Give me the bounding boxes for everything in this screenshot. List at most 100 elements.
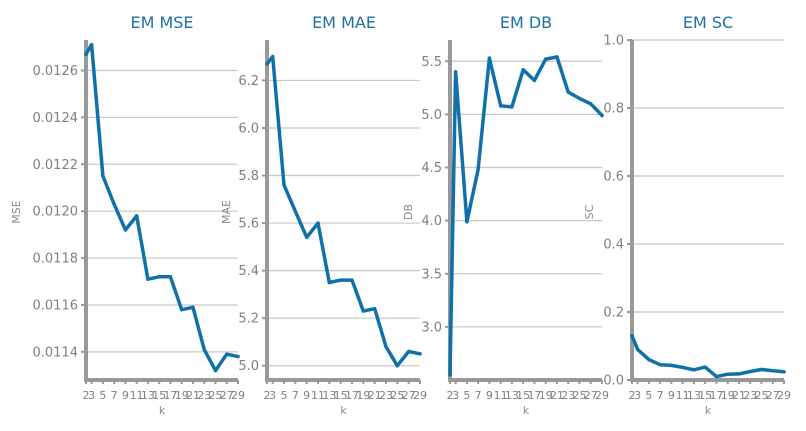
- data-point: [465, 219, 469, 224]
- y-tick-label: 4.5: [421, 161, 442, 176]
- data-point: [635, 347, 640, 352]
- data-point: [406, 349, 411, 354]
- x-tick-label: 23: [743, 389, 757, 402]
- data-point: [544, 57, 548, 61]
- x-tick-label: 5: [463, 389, 470, 402]
- x-tick-label: 15: [334, 389, 348, 402]
- data-point: [236, 354, 240, 359]
- data-point: [157, 275, 161, 279]
- y-tick-label: 0.0124: [33, 111, 79, 126]
- x-tick-label: 21: [732, 389, 746, 402]
- data-point: [555, 55, 559, 59]
- data-point: [703, 365, 707, 369]
- data-point: [293, 209, 298, 213]
- x-tick-label: 23: [379, 389, 393, 402]
- x-tick-label: 17: [527, 389, 541, 402]
- data-points: [630, 334, 786, 379]
- data-point: [589, 102, 593, 106]
- panel-em-mse: EM MSE k MSE 0.01140.01160.01180.01200.0…: [10, 13, 245, 417]
- data-point: [213, 368, 218, 373]
- x-tick-label: 9: [668, 389, 675, 402]
- y-tick-label: 5.0: [421, 108, 442, 123]
- y-tick-label: 5.2: [238, 312, 259, 327]
- data-point: [418, 352, 422, 356]
- data-point: [191, 305, 195, 310]
- x-tick-label: 21: [186, 389, 200, 402]
- x-tick-label: 13: [141, 389, 155, 402]
- x-tick-label: 21: [368, 389, 382, 402]
- y-ticks: 0.0114 0.0116 0.0118 0.0120 0.0122 0.0124 0.01…: [33, 64, 86, 360]
- data-point: [737, 372, 741, 376]
- y-tick-label: 4.0: [421, 214, 442, 229]
- y-tick-label: 5.0: [238, 359, 259, 374]
- x-tick-label: 17: [345, 389, 359, 402]
- data-point: [146, 277, 150, 281]
- data-point: [361, 309, 366, 313]
- panel-em-sc: EM SC k SC 0.00.20.40.60.81.023 5 7 9 111315…: [583, 13, 791, 417]
- x-tick-label: 13: [687, 389, 701, 402]
- y-tick-label: 1.0: [603, 34, 624, 49]
- x-axis-label: k: [159, 404, 166, 417]
- y-axis-label: DB: [402, 204, 415, 220]
- chart-title: EM SC: [683, 13, 733, 32]
- data-point: [510, 105, 514, 109]
- y-tick-label: 0.0118: [33, 252, 79, 267]
- data-point: [350, 278, 354, 282]
- data-point: [327, 280, 332, 285]
- y-tick-label: 5.4: [238, 264, 259, 279]
- data-point: [89, 42, 94, 47]
- series-line: [265, 54, 422, 368]
- data-point: [372, 306, 377, 311]
- data-point: [782, 370, 786, 374]
- panel-em-mae: EM MAE k MAE 5.05.25.45.65.86.06.223 5 7 9 1…: [220, 13, 427, 417]
- data-point: [692, 368, 696, 372]
- y-tick-label: 5.5: [421, 55, 442, 70]
- data-point: [630, 334, 634, 338]
- x-tick-label: 29: [777, 389, 791, 402]
- y-tick-label: 0.0126: [33, 64, 79, 79]
- x-tick-label: 7: [292, 389, 299, 402]
- y-tick-label: 0.8: [603, 102, 624, 117]
- x-tick-label: 25: [208, 389, 222, 402]
- data-point: [282, 183, 286, 187]
- x-tick-label: 3: [634, 389, 641, 402]
- y-tick-label: 0.0: [603, 374, 624, 389]
- x-tick-label: 23: [197, 389, 211, 402]
- gridlines: [86, 69, 238, 353]
- y-tick-label: 5.8: [238, 169, 259, 184]
- x-tick-label: 15: [698, 389, 712, 402]
- x-tick-label: 2: [447, 389, 454, 402]
- gridlines: [450, 60, 602, 328]
- data-point: [714, 374, 719, 379]
- x-tick-label: 11: [311, 389, 325, 402]
- x-tick-label: 5: [281, 389, 288, 402]
- x-tick-label: 9: [303, 389, 310, 402]
- chart-title: EM MAE: [312, 13, 376, 32]
- data-point: [265, 62, 269, 66]
- data-point: [316, 221, 320, 225]
- chart-title: EM MSE: [130, 13, 193, 32]
- data-point: [384, 345, 388, 349]
- x-tick-label: 29: [595, 389, 609, 402]
- x-tick-label: 5: [99, 389, 106, 402]
- data-point: [134, 214, 139, 218]
- data-point: [225, 352, 229, 356]
- data-point: [180, 307, 184, 312]
- data-point: [101, 174, 105, 178]
- y-tick-label: 6.0: [238, 121, 259, 136]
- data-point: [532, 78, 537, 83]
- x-tick-label: 25: [572, 389, 586, 402]
- x-tick-label: 19: [175, 389, 189, 402]
- x-tick-label: 15: [516, 389, 530, 402]
- x-tick-label: 19: [356, 389, 370, 402]
- data-point: [338, 278, 343, 282]
- x-tick-label: 27: [766, 389, 780, 402]
- y-ticks: 0.0 0.2 0.4 0.6 0.8 1.0: [603, 34, 632, 389]
- data-point: [669, 363, 674, 368]
- data-point: [395, 364, 400, 368]
- x-tick-label: 7: [111, 389, 118, 402]
- data-point: [726, 372, 730, 376]
- x-tick-label: 15: [152, 389, 166, 402]
